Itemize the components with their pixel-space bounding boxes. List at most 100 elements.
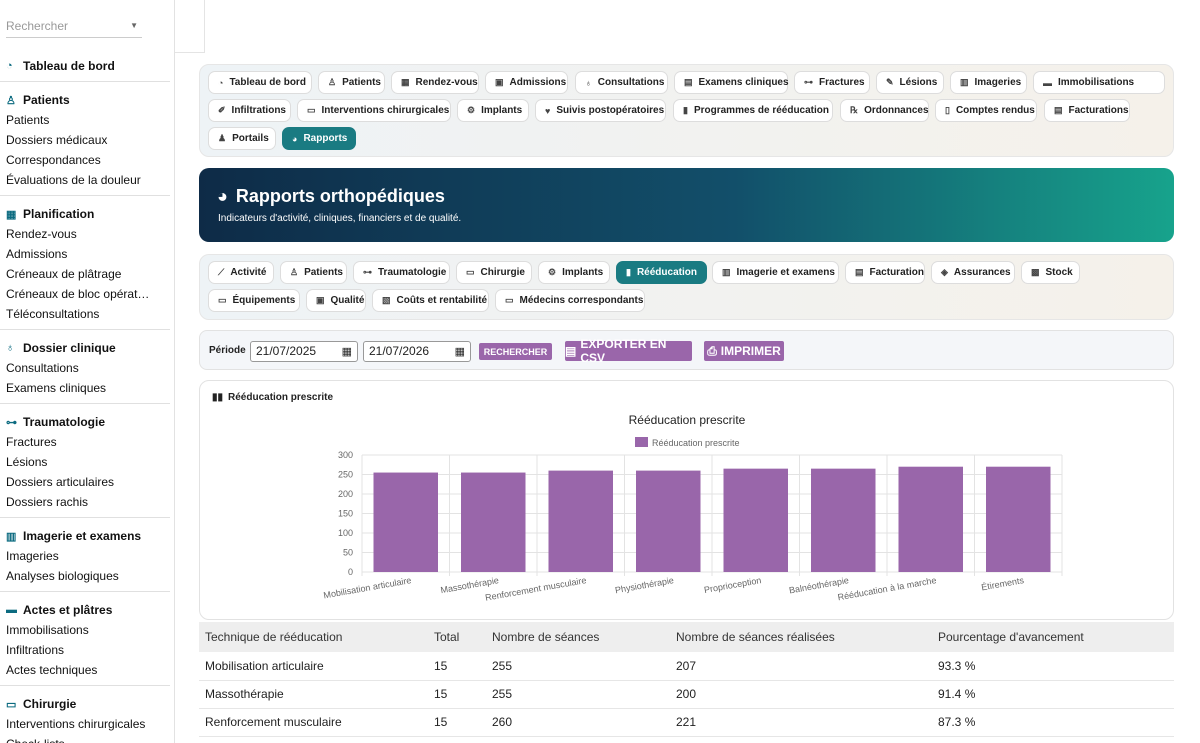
invoice-icon: ▤	[855, 267, 864, 277]
nav-tab[interactable]: ♟ Portails	[208, 127, 276, 150]
users-icon: ♟	[218, 133, 227, 143]
search-button[interactable]: RECHERCHER	[479, 343, 552, 360]
nav-tab[interactable]: ▭ Interventions chirurgicales	[297, 99, 451, 122]
sidebar-group-header[interactable]: ▦ Planification	[6, 207, 95, 221]
sidebar-item[interactable]: Infiltrations	[6, 643, 65, 657]
search-input[interactable]: Rechercher ▼	[6, 14, 142, 38]
sidebar-item[interactable]: Créneaux de bloc opérat…	[6, 287, 150, 301]
sidebar-item[interactable]: Dossiers médicaux	[6, 133, 108, 147]
nav-tab[interactable]: ▮ Rééducation	[616, 261, 707, 284]
table-cell: 15	[428, 680, 486, 709]
nav-tab[interactable]: ▣ Qualité	[306, 289, 366, 312]
calendar-icon[interactable]: ▦	[341, 346, 352, 358]
nav-tab[interactable]: ▤ Facturations	[1044, 99, 1130, 122]
sidebar-item[interactable]: Créneaux de plâtrage	[6, 267, 122, 281]
nav-tab[interactable]: ◔ Tableau de bord	[208, 71, 312, 94]
nav-tab[interactable]: ▧ Coûts et rentabilité	[372, 289, 489, 312]
sidebar-item[interactable]: Admissions	[6, 247, 68, 261]
sidebar-group-header[interactable]: ▥ Imagerie et examens	[6, 529, 142, 543]
column-header[interactable]: Pourcentage d'avancement	[932, 622, 1174, 652]
nav-tab[interactable]: ▮ Programmes de rééducation	[673, 99, 833, 122]
nav-tab[interactable]: ⚙ Implants	[457, 99, 529, 122]
column-header[interactable]: Total	[428, 622, 486, 652]
chevron-down-icon[interactable]: ▼	[130, 21, 138, 30]
calendar-icon[interactable]: ▦	[454, 346, 465, 358]
nav-tab[interactable]: ♁ Consultations	[575, 71, 668, 94]
sidebar-group-header[interactable]: ▭ Chirurgie	[6, 697, 77, 711]
nav-tab[interactable]: ▬ Immobilisations	[1033, 71, 1165, 94]
nav-tab[interactable]: ♙ Patients	[318, 71, 385, 94]
sidebar-group-header[interactable]: ♙ Patients	[6, 93, 70, 107]
bar[interactable]	[723, 468, 789, 572]
nav-tab[interactable]: ⊶ Traumatologie	[353, 261, 450, 284]
nav-tab[interactable]: ℞ Ordonnances	[840, 99, 929, 122]
nav-tab[interactable]: ▩ Stock	[1021, 261, 1080, 284]
dumbbell-icon: ▮	[683, 105, 688, 115]
nav-tab[interactable]: ◕ Rapports	[282, 127, 356, 150]
sidebar-group-header[interactable]: ⊶ Traumatologie	[6, 415, 106, 429]
nav-tab[interactable]: ◈ Assurances	[931, 261, 1015, 284]
nav-tab[interactable]: ▤ Examens cliniques	[674, 71, 789, 94]
sidebar-item[interactable]: Consultations	[6, 361, 79, 375]
date-from-input[interactable]: 21/07/2025 ▦	[250, 341, 358, 362]
sidebar-item[interactable]: Dossiers rachis	[6, 495, 89, 509]
sidebar-item[interactable]: Patients	[6, 113, 50, 127]
bone-icon: ⊶	[6, 416, 17, 429]
bar[interactable]	[986, 466, 1051, 572]
column-header[interactable]: Technique de rééducation	[199, 622, 428, 652]
bar[interactable]	[811, 468, 876, 572]
nav-tab[interactable]: ⟋ Activité	[208, 261, 274, 284]
bar[interactable]	[373, 472, 439, 572]
bar[interactable]	[636, 470, 701, 572]
sidebar-item[interactable]: Actes techniques	[6, 663, 98, 677]
nav-tab[interactable]: ♙ Patients	[280, 261, 347, 284]
nav-tab[interactable]: ▭ Équipements	[208, 289, 300, 312]
sidebar-item[interactable]: Analyses biologiques	[6, 569, 119, 583]
sidebar-item[interactable]: Examens cliniques	[6, 381, 107, 395]
nav-tab[interactable]: ▥ Imageries	[950, 71, 1027, 94]
sidebar-item[interactable]: Interventions chirurgicales	[6, 717, 146, 731]
xray-icon: ▥	[960, 77, 969, 87]
nav-tab[interactable]: ▤ Facturation	[845, 261, 925, 284]
sidebar-group-header[interactable]: ▬ Actes et plâtres	[6, 603, 113, 617]
sidebar-item[interactable]: Check-lists	[0, 734, 170, 743]
column-header[interactable]: Nombre de séances réalisées	[670, 622, 932, 652]
table-cell: 200	[670, 680, 932, 709]
column-header[interactable]: Nombre de séances	[486, 622, 670, 652]
export-csv-button[interactable]: ▤ EXPORTER EN CSV	[565, 337, 692, 365]
sidebar-item[interactable]: Correspondances	[6, 153, 101, 167]
clipboard-check-icon: ▣	[316, 295, 325, 305]
sidebar-item[interactable]: Évaluations de la douleur	[6, 173, 141, 187]
legend-label[interactable]: Rééducation prescrite	[652, 438, 740, 448]
nav-tab[interactable]: ♥ Suivis postopératoires	[535, 99, 666, 122]
nav-tab[interactable]: ✐ Infiltrations	[208, 99, 291, 122]
nav-tab[interactable]: ▭ Médecins correspondants	[495, 289, 645, 312]
sidebar-item[interactable]: Dossiers articulaires	[6, 475, 115, 489]
bar[interactable]	[548, 470, 614, 572]
nav-tab[interactable]: ⚙ Implants	[538, 261, 610, 284]
sidebar-item[interactable]: Imageries	[6, 549, 59, 563]
nav-tab[interactable]: ▦ Rendez-vous	[391, 71, 479, 94]
sidebar-item[interactable]: Immobilisations	[6, 623, 89, 637]
nav-tab[interactable]: ▣ Admissions	[485, 71, 568, 94]
file-csv-icon: ▤	[565, 344, 577, 358]
bar[interactable]	[461, 472, 526, 572]
bone-icon: ⊶	[363, 267, 372, 277]
nav-tab[interactable]: ▥ Imagerie et examens	[712, 261, 839, 284]
nav-tab[interactable]: ▯ Comptes rendus	[935, 99, 1037, 122]
nav-tab[interactable]: ✎ Lésions	[876, 71, 944, 94]
date-to-input[interactable]: 21/07/2026 ▦	[363, 341, 471, 362]
bar[interactable]	[898, 466, 964, 572]
sidebar-item[interactable]: Fractures	[6, 435, 57, 449]
sidebar-item[interactable]: Rendez-vous	[6, 227, 77, 241]
ruler-icon: ▬	[6, 604, 17, 616]
sidebar-group-header[interactable]: ♁ Dossier clinique	[6, 341, 116, 355]
sidebar-divider	[0, 81, 170, 82]
sidebar-group-header[interactable]: ◔ Tableau de bord	[6, 59, 115, 73]
print-button[interactable]: ⎙ IMPRIMER	[704, 341, 784, 361]
nav-tab[interactable]: ⊶ Fractures	[794, 71, 870, 94]
sidebar-item[interactable]: Lésions	[6, 455, 48, 469]
nav-tab[interactable]: ▭ Chirurgie	[456, 261, 532, 284]
legend-swatch[interactable]	[635, 437, 648, 447]
sidebar-item[interactable]: Téléconsultations	[6, 307, 100, 321]
